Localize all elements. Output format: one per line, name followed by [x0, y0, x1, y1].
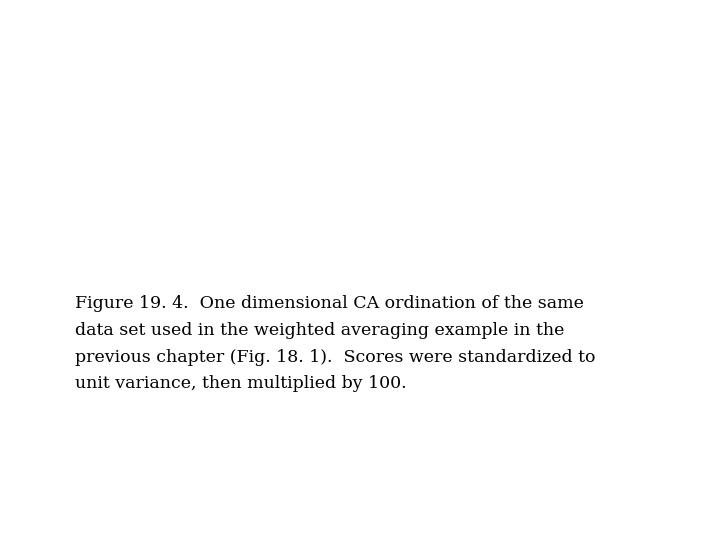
Text: Figure 19. 4.  One dimensional CA ordination of the same
data set used in the we: Figure 19. 4. One dimensional CA ordinat…	[75, 295, 595, 392]
